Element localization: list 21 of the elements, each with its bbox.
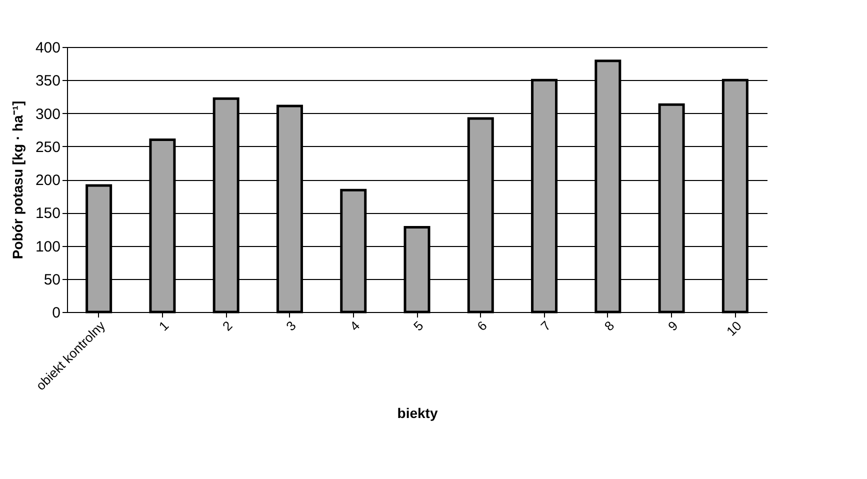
y-axis-title: Pobór potasu [kg · ha⁻¹] bbox=[9, 100, 26, 260]
x-tick-label: 5 bbox=[410, 318, 426, 334]
y-tick-label: 350 bbox=[35, 72, 60, 90]
x-tick-label: 3 bbox=[283, 318, 299, 334]
x-tick-label: 1 bbox=[156, 318, 172, 334]
x-tick-label: 9 bbox=[665, 318, 681, 334]
y-tick-label: 150 bbox=[35, 205, 60, 222]
x-tick-label: 10 bbox=[724, 318, 744, 339]
y-tick-label: 300 bbox=[35, 106, 60, 123]
y-tick-label: 0 bbox=[52, 304, 60, 322]
y-tick-label: 400 bbox=[35, 40, 60, 56]
y-tick-label: 100 bbox=[35, 238, 60, 256]
x-tick-label: 4 bbox=[346, 318, 363, 334]
y-tick-label: 250 bbox=[35, 138, 60, 156]
x-axis-title: biekty bbox=[397, 405, 438, 422]
x-tick-label: 2 bbox=[220, 318, 236, 334]
y-tick-label: 50 bbox=[44, 271, 60, 288]
x-tick-label: 6 bbox=[474, 318, 490, 334]
x-tick-label: 7 bbox=[538, 318, 554, 334]
y-tick-label: 200 bbox=[35, 172, 60, 189]
x-tick-label: 8 bbox=[601, 318, 618, 334]
